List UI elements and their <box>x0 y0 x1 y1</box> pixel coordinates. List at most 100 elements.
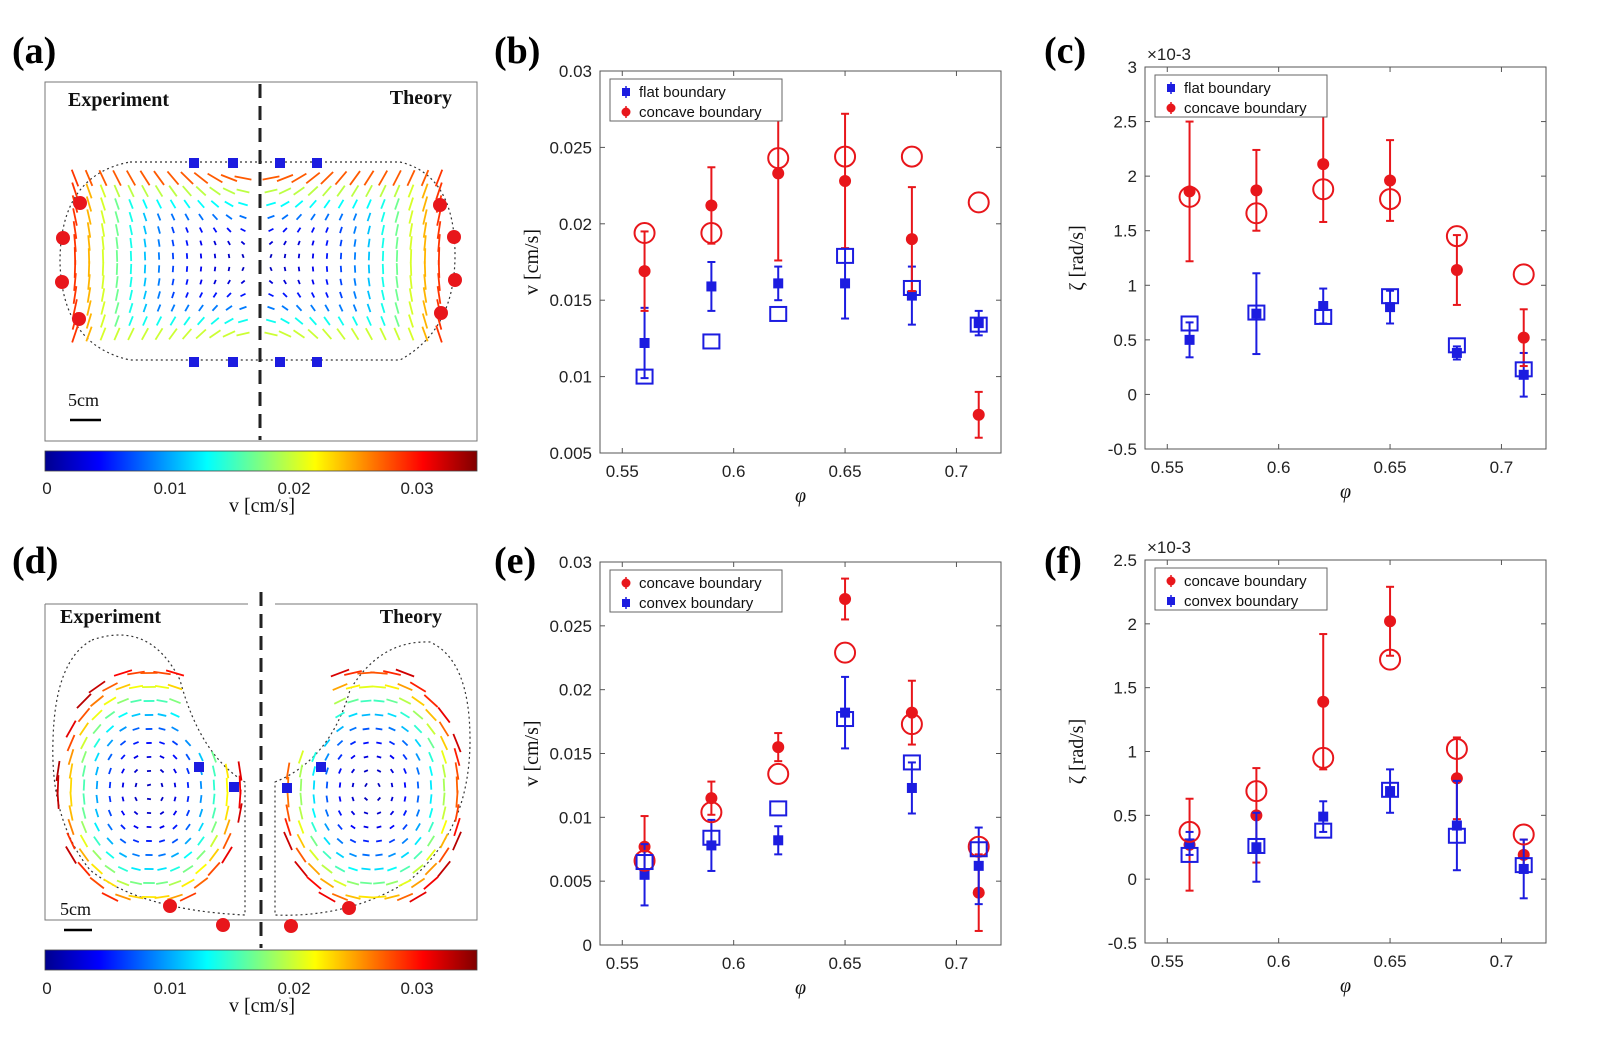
velocity-arrow <box>101 275 105 289</box>
velocity-arrow <box>107 823 113 831</box>
velocity-arrow <box>336 328 346 340</box>
velocity-arrow <box>408 210 414 224</box>
velocity-arrow <box>157 239 161 247</box>
velocity-arrow <box>185 753 191 761</box>
velocity-arrow <box>142 316 148 326</box>
velocity-arrow <box>146 797 152 801</box>
y-axis-label: ζ [rad/s] <box>1066 719 1088 784</box>
y-tick-label: 0.025 <box>549 617 592 636</box>
velocity-arrow <box>121 782 125 788</box>
colorbar-tick: 0.03 <box>400 479 433 498</box>
velocity-arrow <box>320 171 334 185</box>
velocity-arrow <box>223 819 231 835</box>
velocity-arrow <box>81 750 87 764</box>
velocity-arrow <box>350 810 356 816</box>
data-point <box>1318 301 1329 312</box>
velocity-arrow <box>407 327 415 341</box>
velocity-arrow <box>440 750 448 764</box>
series-concave-boundary <box>1183 105 1530 368</box>
velocity-arrow <box>129 224 133 236</box>
velocity-arrow <box>84 169 94 187</box>
data-point <box>840 278 851 289</box>
blue-marker <box>312 357 322 367</box>
velocity-arrow <box>280 200 290 208</box>
theory-point <box>1312 178 1335 201</box>
theory-point <box>900 145 923 168</box>
velocity-arrow <box>127 670 145 676</box>
velocity-arrow <box>146 783 152 787</box>
velocity-arrow <box>86 300 92 316</box>
velocity-arrow <box>128 198 134 210</box>
velocity-arrow <box>394 211 400 223</box>
velocity-arrow <box>171 726 179 732</box>
velocity-arrow <box>439 833 449 849</box>
velocity-arrow <box>197 199 205 209</box>
flow-field-a: Experiment Theory 5cm <box>44 81 478 442</box>
data-point <box>972 408 985 421</box>
velocity-arrow <box>353 291 357 299</box>
velocity-arrow <box>380 302 386 314</box>
data-point <box>1384 174 1397 187</box>
velocity-arrow <box>409 236 413 250</box>
velocity-arrow <box>211 765 217 777</box>
velocity-arrow <box>422 287 428 303</box>
velocity-arrow <box>381 224 385 236</box>
velocity-arrow <box>225 791 229 807</box>
velocity-arrow <box>324 823 330 831</box>
velocity-arrow <box>454 762 460 780</box>
velocity-arrow <box>414 738 422 748</box>
data-point <box>973 318 984 329</box>
velocity-arrow <box>349 726 357 732</box>
velocity-arrow <box>336 725 344 733</box>
velocity-arrow <box>412 864 424 874</box>
velocity-arrow <box>94 822 100 832</box>
velocity-arrow <box>224 763 230 779</box>
velocity-arrow <box>413 850 423 860</box>
velocity-arrow <box>157 226 161 234</box>
velocity-arrow <box>185 240 189 246</box>
velocity-arrow <box>119 726 127 732</box>
velocity-arrow <box>363 797 369 801</box>
velocity-arrow <box>285 804 291 822</box>
velocity-arrow <box>106 837 114 845</box>
theory-point <box>900 713 923 736</box>
series-flat-theory <box>635 247 988 385</box>
velocity-arrow <box>159 755 165 759</box>
chart-f: 0.55 0.6 0.65 0.7 -0.5 0 0.5 1 1.5 2 2.5 ×10-3 φ ζ [r… <box>1066 538 1547 997</box>
velocity-arrow <box>376 825 382 829</box>
velocity-arrow <box>367 290 371 300</box>
velocity-arrow <box>103 878 117 888</box>
velocity-arrow <box>171 838 179 844</box>
velocity-arrow <box>117 865 129 873</box>
velocity-arrow <box>173 796 177 802</box>
velocity-arrow <box>428 807 434 819</box>
velocity-arrow <box>198 822 204 832</box>
velocity-arrow <box>185 227 189 233</box>
series-concave-theory <box>633 641 990 872</box>
velocity-arrow <box>353 226 357 234</box>
velocity-arrow <box>416 795 420 803</box>
velocity-arrow <box>407 184 415 198</box>
velocity-arrow <box>380 198 386 210</box>
velocity-arrow <box>227 240 231 246</box>
velocity-arrow <box>284 818 292 836</box>
velocity-arrow <box>423 876 439 890</box>
velocity-arrow <box>153 170 165 186</box>
velocity-arrow <box>349 170 361 186</box>
velocity-arrow <box>128 894 144 900</box>
legend: flat boundary concave boundary <box>609 78 783 122</box>
velocity-arrow <box>166 170 180 186</box>
velocity-arrow <box>227 253 231 259</box>
data-point <box>1518 863 1529 874</box>
velocity-arrow <box>436 221 442 239</box>
velocity-arrow <box>352 304 358 312</box>
data-point <box>772 741 785 754</box>
velocity-arrow <box>365 327 373 341</box>
velocity-arrow <box>283 279 287 285</box>
velocity-arrow <box>211 751 217 763</box>
data-point <box>638 265 651 278</box>
velocity-arrow <box>414 836 422 846</box>
velocity-arrow <box>338 304 344 312</box>
series-concave-theory <box>633 145 990 244</box>
